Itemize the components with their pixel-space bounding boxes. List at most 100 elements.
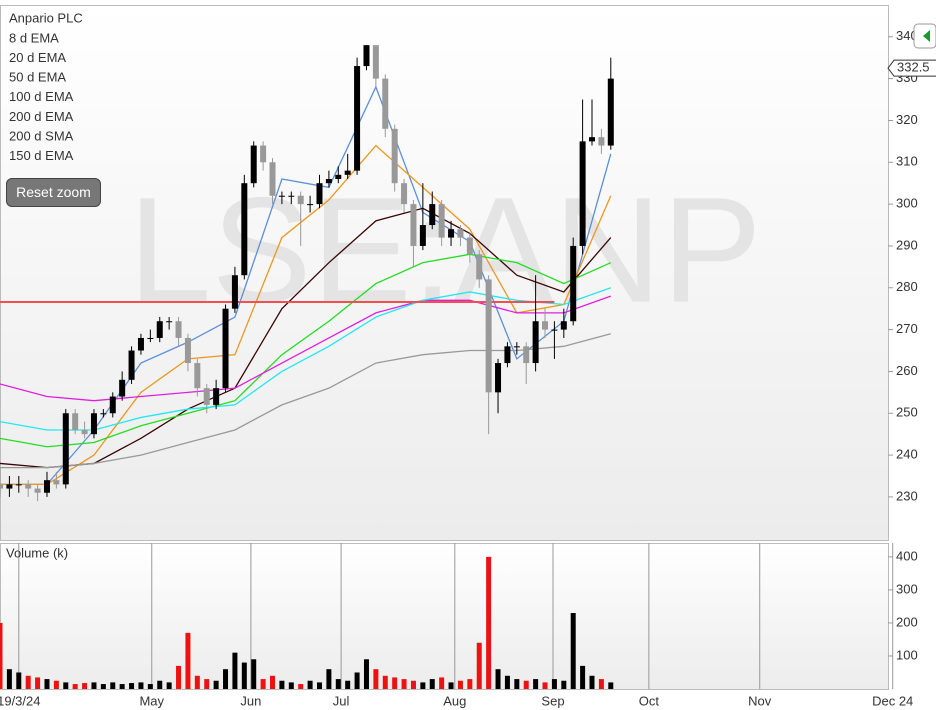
candle-body	[495, 363, 502, 393]
volume-panel	[0, 543, 889, 690]
volume-bar	[457, 680, 463, 689]
candle-body	[260, 145, 267, 163]
candle-body	[6, 484, 13, 489]
volume-bar	[608, 682, 614, 689]
volume-bar	[363, 659, 369, 689]
volume-bar	[429, 679, 435, 689]
volume-bar	[194, 675, 200, 689]
candle-body	[579, 141, 586, 246]
y-tick-label: 290	[896, 237, 918, 252]
legend-entry: 200 d EMA	[9, 109, 74, 124]
candle-body	[43, 480, 50, 493]
x-tick-label: Jul	[333, 693, 350, 708]
axis-title: Volume (k)	[6, 545, 68, 560]
candle-body	[297, 195, 304, 205]
candle-body	[194, 363, 201, 389]
volume-bar	[63, 682, 69, 689]
y-tick-label: 200	[896, 614, 918, 629]
volume-bar	[410, 680, 416, 689]
reset-zoom-button[interactable]: Reset zoom	[6, 178, 101, 207]
candle-body	[476, 254, 483, 280]
x-tick-label: Sep	[541, 693, 564, 708]
price-tag	[887, 59, 936, 77]
volume-bar	[542, 682, 548, 689]
candle-body	[241, 183, 248, 276]
legend-entry: 20 d EMA	[9, 50, 66, 65]
volume-bar	[16, 672, 22, 689]
candle-body	[570, 245, 577, 322]
legend-entry: 200 d SMA	[9, 128, 74, 143]
volume-bar	[589, 675, 595, 689]
candle-body	[344, 170, 351, 175]
legend-entry: 50 d EMA	[9, 70, 66, 85]
volume-bar	[82, 683, 88, 689]
volume-bar	[25, 675, 31, 689]
volume-bar	[439, 677, 445, 689]
price-panel	[0, 5, 889, 541]
candle-body	[128, 350, 135, 380]
candle-body	[598, 137, 605, 146]
candle-body	[607, 78, 614, 146]
candle-body	[307, 204, 314, 206]
volume-bar	[598, 679, 604, 689]
volume-bar	[354, 672, 360, 689]
candle-body	[551, 329, 558, 331]
volume-bar	[580, 665, 586, 689]
candle-body	[560, 321, 567, 330]
volume-bar	[100, 684, 106, 689]
y-tick-label: 250	[896, 405, 918, 420]
volume-bar	[138, 682, 144, 689]
x-tick-label: Jun	[240, 693, 261, 708]
candle-body	[419, 225, 426, 246]
x-tick-label: Dec 24	[872, 693, 913, 708]
volume-bar	[448, 682, 454, 689]
ma-line	[0, 295, 612, 402]
volume-bar	[72, 684, 78, 689]
volume-bar	[504, 675, 510, 689]
candle-body	[532, 321, 539, 364]
candle-body	[250, 145, 257, 184]
volume-bar	[345, 680, 351, 689]
candle-body	[109, 396, 116, 414]
volume-bar	[523, 680, 529, 689]
ma-line	[0, 207, 612, 469]
volume-bar	[110, 682, 116, 689]
volume-bar	[185, 632, 191, 689]
volume-bar	[561, 680, 567, 689]
candle-body	[166, 321, 173, 323]
candle-body	[513, 346, 520, 348]
volume-bar	[157, 680, 163, 689]
volume-bar	[298, 684, 304, 689]
volume-bar	[270, 675, 276, 689]
volume-bar	[119, 684, 125, 689]
legend-title: Anpario PLC	[9, 10, 83, 25]
candle-body	[0, 484, 3, 489]
ma-line	[0, 85, 612, 486]
volume-bar	[401, 679, 407, 689]
x-tick-label: Oct	[639, 693, 660, 708]
volume-bar	[288, 682, 294, 689]
candle-body	[429, 204, 436, 226]
candle-body	[15, 484, 22, 486]
y-tick-label: 280	[896, 279, 918, 294]
legend-entry: 100 d EMA	[9, 89, 74, 104]
volume-bar	[91, 682, 97, 689]
y-tick-label: 310	[896, 154, 918, 169]
candle-body	[25, 484, 32, 489]
volume-bar	[467, 679, 473, 689]
candle-body	[485, 279, 492, 393]
x-tick-label: 19/3/24	[0, 693, 40, 708]
candle-body	[542, 321, 549, 330]
volume-bar	[223, 669, 229, 689]
candle-body	[438, 204, 445, 238]
volume-bar	[533, 679, 539, 689]
volume-bar	[392, 677, 398, 689]
y-tick-label: 270	[896, 321, 918, 336]
volume-bar	[476, 642, 482, 689]
candle-body	[589, 137, 595, 142]
y-tick-label: 300	[896, 581, 918, 596]
candle-body	[382, 78, 389, 129]
volume-bar	[514, 679, 520, 689]
volume-bar	[260, 679, 266, 689]
